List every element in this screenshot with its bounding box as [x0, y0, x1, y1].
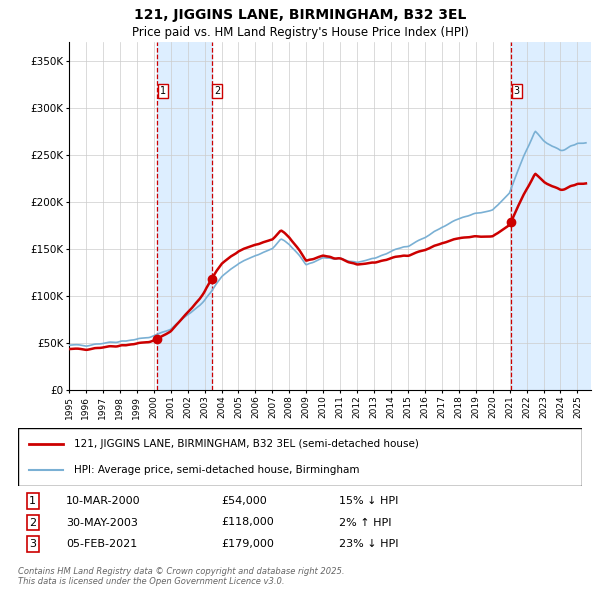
Text: HPI: Average price, semi-detached house, Birmingham: HPI: Average price, semi-detached house,… — [74, 466, 360, 476]
Text: 1: 1 — [160, 86, 166, 96]
Text: 05-FEB-2021: 05-FEB-2021 — [66, 539, 137, 549]
Text: £54,000: £54,000 — [221, 496, 267, 506]
Text: 10-MAR-2000: 10-MAR-2000 — [66, 496, 140, 506]
Text: 3: 3 — [29, 539, 36, 549]
Text: 15% ↓ HPI: 15% ↓ HPI — [340, 496, 399, 506]
Text: 2% ↑ HPI: 2% ↑ HPI — [340, 517, 392, 527]
Text: 2: 2 — [29, 517, 37, 527]
Text: 1: 1 — [29, 496, 36, 506]
Text: £179,000: £179,000 — [221, 539, 274, 549]
Bar — [511, 42, 591, 390]
Text: 23% ↓ HPI: 23% ↓ HPI — [340, 539, 399, 549]
Text: 30-MAY-2003: 30-MAY-2003 — [66, 517, 138, 527]
Text: Price paid vs. HM Land Registry's House Price Index (HPI): Price paid vs. HM Land Registry's House … — [131, 26, 469, 39]
Text: 2: 2 — [214, 86, 220, 96]
Bar — [157, 42, 212, 390]
Text: £118,000: £118,000 — [221, 517, 274, 527]
Text: 3: 3 — [514, 86, 520, 96]
Text: 121, JIGGINS LANE, BIRMINGHAM, B32 3EL: 121, JIGGINS LANE, BIRMINGHAM, B32 3EL — [134, 8, 466, 22]
Text: 121, JIGGINS LANE, BIRMINGHAM, B32 3EL (semi-detached house): 121, JIGGINS LANE, BIRMINGHAM, B32 3EL (… — [74, 438, 419, 448]
Text: Contains HM Land Registry data © Crown copyright and database right 2025.
This d: Contains HM Land Registry data © Crown c… — [18, 566, 344, 586]
